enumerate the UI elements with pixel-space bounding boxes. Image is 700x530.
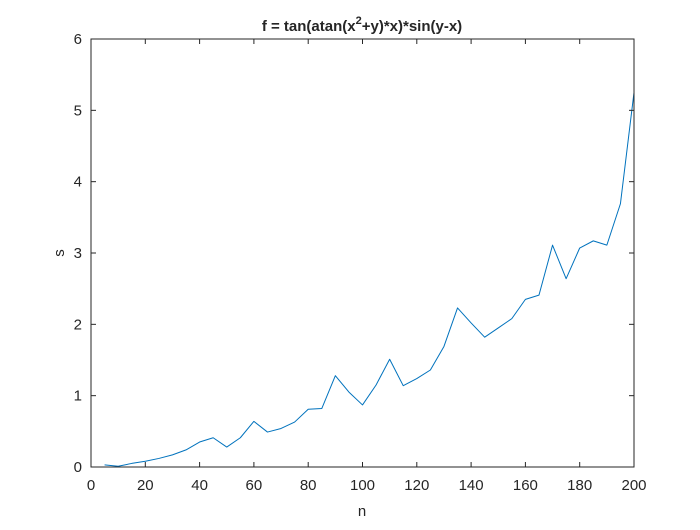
x-tick-label: 40 [191,477,208,494]
x-axis-label: n [358,503,366,520]
y-tick-label: 0 [74,459,82,476]
y-axis-label: s [51,249,68,257]
y-tick-label: 6 [74,31,82,48]
x-tick-label: 160 [513,477,538,494]
y-tick-label: 5 [74,102,82,119]
x-tick-label: 100 [350,477,375,494]
y-tick-label: 4 [74,174,82,191]
chart-title-suffix: +y)*x)*sin(y-x) [362,18,462,35]
chart-title: f = tan(atan(x2+y)*x)*sin(y-x) [262,15,462,35]
y-axis-ticks: 0 1 2 3 4 5 6 [74,31,634,476]
x-tick-label: 200 [621,477,646,494]
plot-area [91,39,634,467]
x-tick-label: 140 [459,477,484,494]
x-axis-ticks: 0 20 40 60 80 100 120 140 160 180 200 [87,39,647,494]
chart-title-superscript: 2 [356,15,362,27]
x-tick-label: 60 [246,477,263,494]
x-tick-label: 0 [87,477,95,494]
y-tick-label: 3 [74,245,82,262]
x-tick-label: 80 [300,477,317,494]
chart-title-main: f = tan(atan(x [262,18,356,35]
x-tick-label: 180 [567,477,592,494]
x-tick-label: 120 [404,477,429,494]
series-line-1 [104,92,635,467]
x-tick-label: 20 [137,477,154,494]
y-tick-label: 2 [74,316,82,333]
y-tick-label: 1 [74,388,82,405]
